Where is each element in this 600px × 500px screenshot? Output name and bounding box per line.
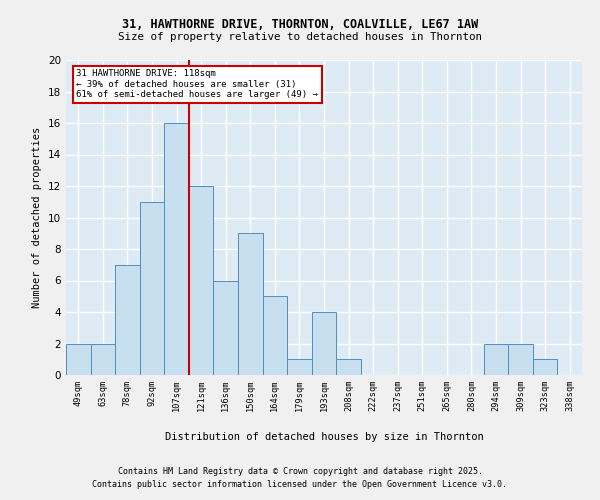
Bar [336,359,361,375]
Text: Contains HM Land Registry data © Crown copyright and database right 2025.: Contains HM Land Registry data © Crown c… [118,467,482,476]
Bar [91,344,115,375]
Bar [238,233,263,375]
Bar [66,344,91,375]
Y-axis label: Number of detached properties: Number of detached properties [32,127,43,308]
Bar [214,280,238,375]
Bar [533,359,557,375]
Text: 31, HAWTHORNE DRIVE, THORNTON, COALVILLE, LE67 1AW: 31, HAWTHORNE DRIVE, THORNTON, COALVILLE… [122,18,478,30]
Text: Size of property relative to detached houses in Thornton: Size of property relative to detached ho… [118,32,482,42]
Bar [287,359,312,375]
Bar [140,202,164,375]
Bar [263,296,287,375]
Bar [312,312,336,375]
Bar [484,344,508,375]
Bar [189,186,214,375]
Text: Distribution of detached houses by size in Thornton: Distribution of detached houses by size … [164,432,484,442]
Bar [164,123,189,375]
Bar [508,344,533,375]
Bar [115,265,140,375]
Text: 31 HAWTHORNE DRIVE: 118sqm
← 39% of detached houses are smaller (31)
61% of semi: 31 HAWTHORNE DRIVE: 118sqm ← 39% of deta… [76,70,318,99]
Text: Contains public sector information licensed under the Open Government Licence v3: Contains public sector information licen… [92,480,508,489]
